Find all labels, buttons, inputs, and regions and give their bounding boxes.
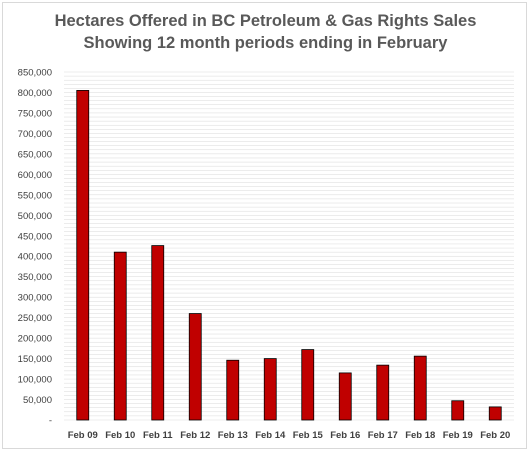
y-tick-label: 400,000 bbox=[18, 252, 52, 263]
x-tick-label: Feb 09 bbox=[68, 430, 98, 441]
y-tick-label: 200,000 bbox=[18, 334, 52, 345]
bar bbox=[301, 349, 315, 421]
bar bbox=[376, 364, 390, 421]
bar bbox=[226, 359, 240, 421]
x-tick-label: Feb 13 bbox=[218, 430, 248, 441]
y-tick-label: 700,000 bbox=[18, 129, 52, 140]
x-tick-label: Feb 11 bbox=[143, 430, 173, 441]
bar bbox=[113, 251, 127, 421]
y-tick-label: 550,000 bbox=[18, 190, 52, 201]
y-tick-label: 600,000 bbox=[18, 170, 52, 181]
x-tick-label: Feb 16 bbox=[330, 430, 360, 441]
y-tick-label: 350,000 bbox=[18, 272, 52, 283]
y-tick-label: 500,000 bbox=[18, 211, 52, 222]
y-tick-label: 50,000 bbox=[23, 395, 52, 406]
y-tick-label: 150,000 bbox=[18, 354, 52, 365]
y-tick-label: 750,000 bbox=[18, 108, 52, 119]
x-tick-label: Feb 14 bbox=[255, 430, 286, 441]
bar bbox=[488, 406, 502, 421]
y-tick-label: 100,000 bbox=[18, 375, 52, 386]
x-tick-label: Feb 18 bbox=[405, 430, 435, 441]
y-tick-label: 850,000 bbox=[18, 68, 52, 79]
x-tick-label: Feb 17 bbox=[368, 430, 398, 441]
x-tick-label: Feb 10 bbox=[105, 430, 135, 441]
bar bbox=[338, 372, 352, 421]
y-tick-label: 800,000 bbox=[18, 88, 52, 99]
y-tick-label: 300,000 bbox=[18, 293, 52, 304]
y-tick-label: 650,000 bbox=[18, 149, 52, 160]
bar bbox=[451, 400, 465, 421]
chart-subtitle: Showing 12 month periods ending in Febru… bbox=[83, 34, 448, 52]
x-tick-label: Feb 19 bbox=[443, 430, 473, 441]
x-axis-ticks: Feb 09 Feb 10 Feb 11 Feb 12 Feb 13 Feb 14 Feb … bbox=[68, 430, 511, 441]
gridlines bbox=[64, 71, 514, 421]
bar bbox=[263, 358, 277, 421]
bar bbox=[151, 245, 165, 421]
y-tick-label: 450,000 bbox=[18, 231, 52, 242]
y-tick-label: 250,000 bbox=[18, 313, 52, 324]
bar bbox=[76, 90, 90, 421]
x-tick-label: Feb 15 bbox=[293, 430, 324, 441]
bar bbox=[413, 355, 427, 421]
bars bbox=[76, 90, 502, 421]
x-tick-label: Feb 20 bbox=[480, 430, 510, 441]
y-axis-ticks: - 50,000 100,000 150,000 200,000 250,000 300,0… bbox=[18, 68, 52, 427]
x-tick-label: Feb 12 bbox=[180, 430, 210, 441]
chart-title-line1: Hectares Offered in BC Petroleum & Gas R… bbox=[54, 12, 477, 30]
y-tick-label: - bbox=[49, 416, 52, 427]
chart-title: Hectares Offered in BC Petroleum & Gas R… bbox=[0, 10, 531, 54]
bar bbox=[188, 313, 202, 421]
